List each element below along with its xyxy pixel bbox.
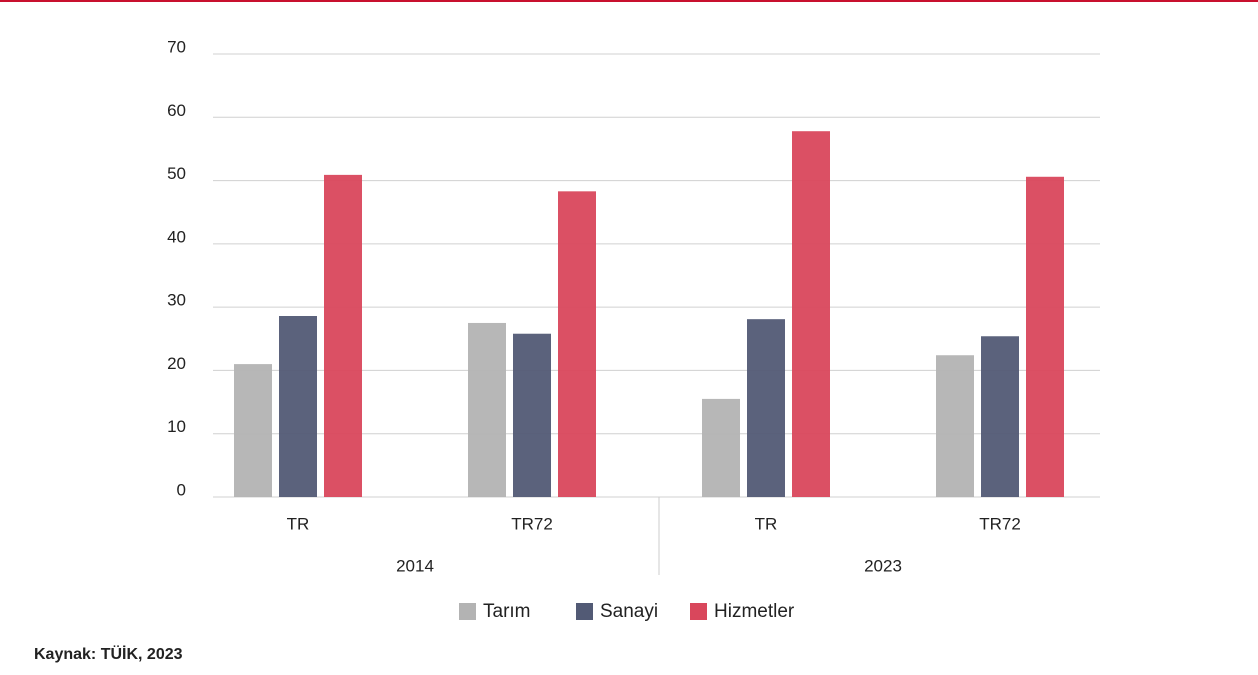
bar: [324, 174, 362, 497]
x-tick-label: TR72: [511, 514, 553, 533]
y-tick-label: 20: [167, 354, 186, 373]
y-tick-label: 30: [167, 291, 186, 310]
bar: [558, 191, 596, 497]
bar: [234, 364, 272, 497]
bar: [792, 131, 830, 498]
x-tick-label: TR: [755, 514, 778, 533]
group-label: 2023: [864, 556, 902, 575]
legend-label: Hizmetler: [714, 601, 795, 622]
bar: [702, 398, 740, 497]
bar: [936, 355, 974, 497]
x-tick-label: TR: [287, 514, 310, 533]
legend-swatch: [690, 603, 707, 620]
legend-label: Tarım: [483, 601, 531, 622]
bar: [981, 336, 1019, 497]
group-label: 2014: [396, 556, 434, 575]
legend-swatch: [576, 603, 593, 620]
bar: [279, 316, 317, 497]
bar: [747, 319, 785, 497]
legend-swatch: [459, 603, 476, 620]
bar: [1026, 176, 1064, 497]
top-rule: [0, 0, 1258, 2]
x-tick-label: TR72: [979, 514, 1021, 533]
legend-label: Sanayi: [600, 601, 658, 622]
y-tick-label: 60: [167, 101, 186, 120]
y-tick-label: 50: [167, 164, 186, 183]
bar: [513, 333, 551, 497]
bar: [468, 322, 506, 497]
y-tick-label: 40: [167, 227, 186, 246]
source-note: Kaynak: TÜİK, 2023: [34, 644, 183, 663]
y-tick-label: 70: [167, 37, 186, 56]
y-tick-label: 10: [167, 417, 186, 436]
y-tick-label: 0: [177, 480, 186, 499]
